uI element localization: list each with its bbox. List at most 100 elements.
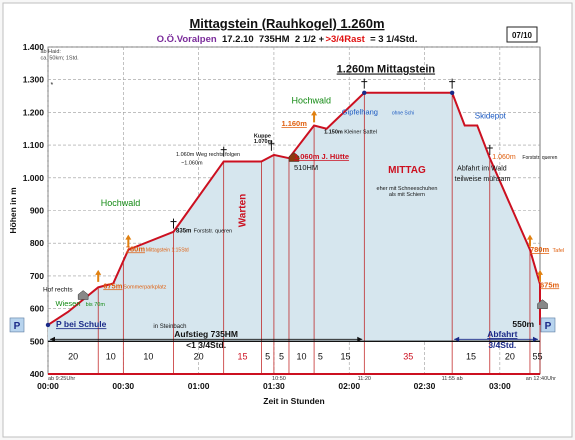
- segment-minutes: 5: [532, 351, 537, 361]
- y-tick-label: 1.400: [23, 42, 45, 52]
- annotation-label: Sommerparkplatz: [123, 284, 166, 290]
- parking-icon: [9, 317, 25, 333]
- annotation-label: Kuppe: [254, 134, 271, 140]
- x-axis-label: Zeit in Stunden: [263, 396, 324, 406]
- annotation-label: Forststr. queren: [522, 155, 557, 161]
- subtitle-part: O.Ö.Voralpen: [157, 34, 217, 45]
- up-arrow-icon: [526, 234, 533, 247]
- subtitle-part: = 3 1/4Std.: [365, 34, 418, 45]
- x-tick-label: 02:00: [338, 381, 360, 391]
- summary-label: Abfahrt: [487, 329, 517, 339]
- hut-icon: [537, 299, 548, 309]
- page-badge-box: [506, 26, 538, 43]
- segment-minutes: 15: [238, 351, 248, 361]
- annotation-label: Hof rechts: [43, 287, 73, 294]
- parking-label: P: [545, 321, 552, 332]
- annotation-label: ab Haid:: [40, 49, 61, 55]
- annotation-label: 1.060m: [492, 154, 516, 161]
- time-mark: ab 9:25Uhr: [48, 376, 75, 382]
- ascent-arrow-head: [50, 336, 55, 342]
- annotation-label: Abfahrt im Wald: [457, 165, 507, 172]
- annotation-label: ~1.060m: [181, 161, 203, 167]
- annotation-label: *: [51, 82, 54, 89]
- annotation-label: als mit Schiern: [389, 192, 425, 198]
- segment-minutes: 5: [537, 351, 542, 361]
- profile-area: [48, 92, 540, 342]
- annotation-label: 1.260m Mittagstein: [337, 64, 436, 76]
- segment-minutes: 20: [194, 351, 204, 361]
- parking-icon: [540, 317, 556, 333]
- annotation-label: teilweise mühsam: [455, 176, 511, 183]
- summary-label: 550m: [512, 319, 534, 329]
- summary-label: P bei Schule: [56, 319, 107, 329]
- chart-subtitle: O.Ö.Voralpen 17.2.10 735HM 2 1/2 + >3/4R…: [157, 34, 418, 45]
- annotation-label: bis 70m: [86, 302, 106, 308]
- wait-label: Warten: [238, 194, 249, 228]
- annotation-label: 1.060m J. Hütte: [294, 152, 349, 161]
- annotation-label: Gipfelhang: [342, 108, 378, 117]
- profile-point: [362, 90, 367, 95]
- y-tick-label: 1.300: [23, 75, 45, 85]
- y-axis-label: Höhen in m: [8, 187, 18, 234]
- profile-line: [47, 91, 541, 326]
- chart-title: Mittagstein (Rauhkogel) 1.260m: [189, 16, 384, 31]
- ascent-arrow-head: [357, 336, 363, 342]
- segment-minutes: 10: [297, 351, 307, 361]
- segment-minutes: 20: [68, 351, 78, 361]
- x-tick-label: 00:30: [112, 381, 134, 391]
- annotation-label: 780m: [126, 244, 146, 253]
- y-tick-label: 600: [30, 304, 44, 314]
- y-tick-label: 800: [30, 238, 44, 248]
- summary-label: Aufstieg 735HM: [174, 329, 238, 339]
- annotation-label: 1.160m: [281, 119, 307, 128]
- page-badge: 07/10: [512, 31, 533, 40]
- hut-icon: [288, 152, 300, 162]
- x-tick-label: 01:30: [263, 381, 285, 391]
- annotation-label: Hochwald: [291, 96, 331, 106]
- annotation-label: 1.060m Weg rechts folgen: [176, 152, 240, 158]
- subtitle-part: 735HM: [254, 34, 290, 45]
- y-tick-label: 500: [30, 336, 44, 346]
- annotation-label: 835m: [176, 228, 191, 234]
- time-mark: 11:55 ab: [442, 376, 463, 382]
- annotation-label: eher mit Schneeschuhen: [377, 186, 438, 192]
- up-arrow-icon: [537, 269, 543, 282]
- annotation-label: Kleiner Sattel: [344, 129, 377, 135]
- x-tick-label: 02:30: [414, 381, 436, 391]
- annotation-label: Mittagstein 1:15Std: [146, 247, 189, 253]
- y-tick-label: 400: [30, 369, 44, 379]
- annotation-label: Wiesen: [56, 299, 81, 308]
- segment-minutes: 10: [143, 351, 153, 361]
- y-tick-label: 1.000: [23, 173, 45, 183]
- up-arrow-icon: [311, 110, 318, 123]
- annotation-label: 1.150m: [324, 129, 343, 135]
- y-tick-label: 700: [30, 271, 44, 281]
- summary-label: in Steinbach: [153, 324, 186, 330]
- segment-minutes: 5: [279, 351, 284, 361]
- annotation-label: ca. 50km; 1Std.: [40, 55, 79, 61]
- y-tick-label: 900: [30, 206, 44, 216]
- time-mark: 10:50: [272, 376, 286, 382]
- segment-minutes: 15: [466, 351, 476, 361]
- segment-minutes: 5: [318, 351, 323, 361]
- annotation-label: ohne Schi: [392, 111, 414, 117]
- descent-arrow-head: [454, 336, 460, 342]
- segment-minutes: 15: [340, 351, 350, 361]
- up-arrow-icon: [125, 234, 132, 247]
- annotation-label: 780m: [530, 245, 550, 254]
- annotation-label: MITTAG: [388, 165, 426, 176]
- annotation-label: 675m: [540, 280, 560, 289]
- subtitle-part: 17.2.10: [217, 34, 254, 45]
- segment-minutes: 20: [505, 351, 515, 361]
- profile-point: [449, 90, 455, 95]
- y-tick-label: 1.100: [23, 140, 45, 150]
- profile-point: [45, 322, 51, 328]
- segment-minutes: 5: [265, 351, 270, 361]
- time-mark: 11:20: [358, 376, 371, 382]
- summary-label: 3/4Std.: [488, 340, 516, 350]
- annotation-label: Tafel: [553, 248, 565, 254]
- annotation-label: 675m: [103, 281, 123, 290]
- x-tick-label: 01:00: [188, 381, 210, 391]
